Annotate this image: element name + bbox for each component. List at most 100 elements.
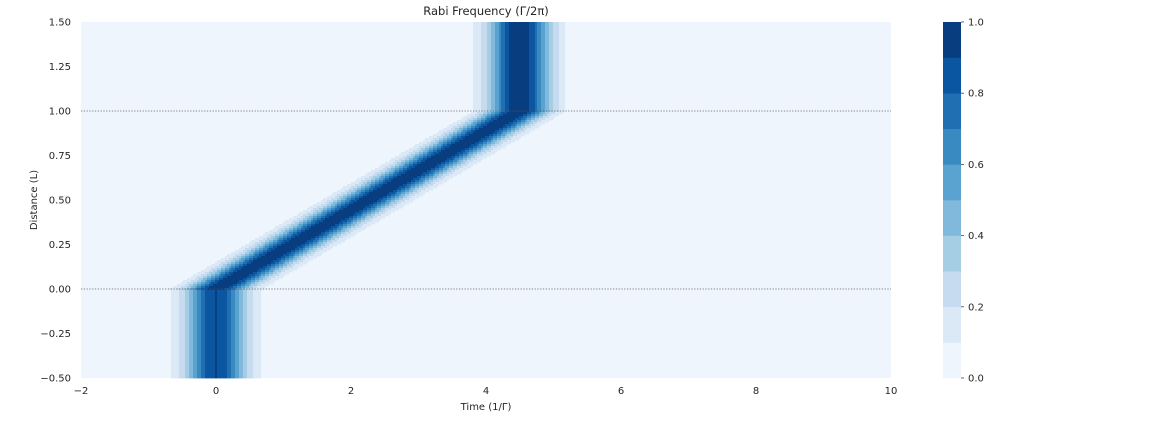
contour-cell bbox=[267, 238, 273, 241]
contour-cell bbox=[263, 280, 269, 283]
contour-cell bbox=[541, 66, 545, 69]
contour-cell bbox=[239, 298, 243, 301]
contour-cell bbox=[535, 104, 537, 107]
contour-cell bbox=[215, 348, 217, 351]
contour-cell bbox=[217, 304, 227, 307]
contour-cell bbox=[441, 146, 443, 149]
contour-cell bbox=[215, 344, 217, 347]
contour-cell bbox=[361, 226, 367, 229]
contour-cell bbox=[345, 202, 349, 205]
contour-cell bbox=[407, 170, 427, 173]
contour-cell bbox=[415, 144, 423, 147]
contour-cell bbox=[253, 304, 261, 307]
contour-cell bbox=[215, 280, 219, 283]
contour-cell bbox=[385, 174, 389, 177]
contour-cell bbox=[365, 216, 367, 219]
contour-cell bbox=[217, 336, 227, 339]
contour-cell bbox=[449, 124, 457, 127]
contour-cell bbox=[395, 198, 399, 201]
contour-cell bbox=[559, 102, 565, 105]
contour-cell bbox=[331, 194, 337, 197]
contour-cell bbox=[243, 364, 247, 367]
contour-cell bbox=[411, 154, 415, 157]
contour-cell bbox=[349, 200, 351, 203]
contour-cell bbox=[473, 56, 481, 59]
contour-cell bbox=[273, 240, 277, 243]
contour-cell bbox=[529, 108, 535, 111]
contour-cell bbox=[231, 316, 235, 319]
contour-cell bbox=[487, 112, 491, 115]
contour-cell bbox=[287, 252, 291, 255]
contour-cell bbox=[317, 218, 321, 221]
contour-cell bbox=[467, 114, 475, 117]
contour-cell bbox=[391, 198, 395, 201]
contour-cell bbox=[323, 234, 327, 237]
contour-cell bbox=[499, 96, 501, 99]
contour-cell bbox=[449, 164, 453, 167]
contour-cell bbox=[419, 156, 423, 159]
contour-cell bbox=[473, 150, 477, 153]
contour-cell bbox=[337, 206, 341, 209]
contour-cell bbox=[189, 306, 193, 309]
contour-cell bbox=[323, 236, 327, 239]
contour-cell bbox=[487, 30, 491, 33]
contour-cell bbox=[283, 226, 289, 229]
contour-cell bbox=[215, 304, 217, 307]
contour-cell bbox=[535, 34, 537, 37]
contour-cell bbox=[499, 128, 503, 131]
contour-cell bbox=[467, 152, 469, 155]
contour-cell bbox=[235, 342, 239, 345]
contour-cell bbox=[391, 180, 411, 183]
contour-cell bbox=[227, 370, 231, 373]
contour-cell bbox=[537, 60, 541, 63]
contour-cell bbox=[509, 136, 513, 139]
contour-cell bbox=[239, 292, 243, 295]
contour-cell bbox=[269, 230, 277, 233]
contour-cell bbox=[559, 64, 565, 67]
contour-cell bbox=[253, 336, 261, 339]
contour-cell bbox=[185, 284, 189, 287]
contour-cell bbox=[265, 240, 269, 243]
contour-cell bbox=[535, 80, 537, 83]
contour-cell bbox=[293, 226, 297, 229]
contour-cell bbox=[549, 52, 553, 55]
contour-cell bbox=[253, 318, 261, 321]
contour-cell bbox=[447, 144, 451, 147]
contour-cell bbox=[185, 296, 189, 299]
contour-cell bbox=[253, 364, 261, 367]
contour-cell bbox=[393, 174, 397, 177]
contour-cell bbox=[361, 180, 367, 183]
contour-cell bbox=[367, 222, 375, 225]
contour-cell bbox=[193, 358, 197, 361]
contour-cell bbox=[197, 308, 201, 311]
contour-cell bbox=[487, 86, 491, 89]
contour-cell bbox=[303, 210, 311, 213]
contour-cell bbox=[559, 26, 565, 29]
contour-cell bbox=[197, 370, 201, 373]
contour-cell bbox=[235, 260, 239, 263]
contour-cell bbox=[497, 118, 515, 121]
contour-cell bbox=[469, 146, 473, 149]
contour-cell bbox=[505, 42, 509, 45]
contour-cell bbox=[177, 284, 185, 287]
contour-cell bbox=[193, 356, 197, 359]
contour-cell bbox=[251, 284, 257, 287]
contour-cell bbox=[509, 94, 529, 97]
contour-cell bbox=[179, 376, 185, 379]
contour-cell bbox=[289, 254, 293, 257]
contour-cell bbox=[253, 346, 261, 349]
contour-cell bbox=[473, 22, 481, 25]
contour-cell bbox=[441, 162, 445, 165]
contour-cell bbox=[179, 306, 185, 309]
contour-cell bbox=[353, 220, 357, 223]
contour-cell bbox=[227, 342, 231, 345]
contour-cell bbox=[241, 254, 245, 257]
contour-cell bbox=[339, 222, 343, 225]
contour-cell bbox=[193, 308, 197, 311]
contour-cell bbox=[253, 342, 261, 345]
contour-cell bbox=[313, 240, 317, 243]
contour-cell bbox=[305, 258, 313, 261]
contour-cell bbox=[243, 310, 247, 313]
contour-cell bbox=[231, 296, 235, 299]
contour-cell bbox=[413, 192, 419, 195]
